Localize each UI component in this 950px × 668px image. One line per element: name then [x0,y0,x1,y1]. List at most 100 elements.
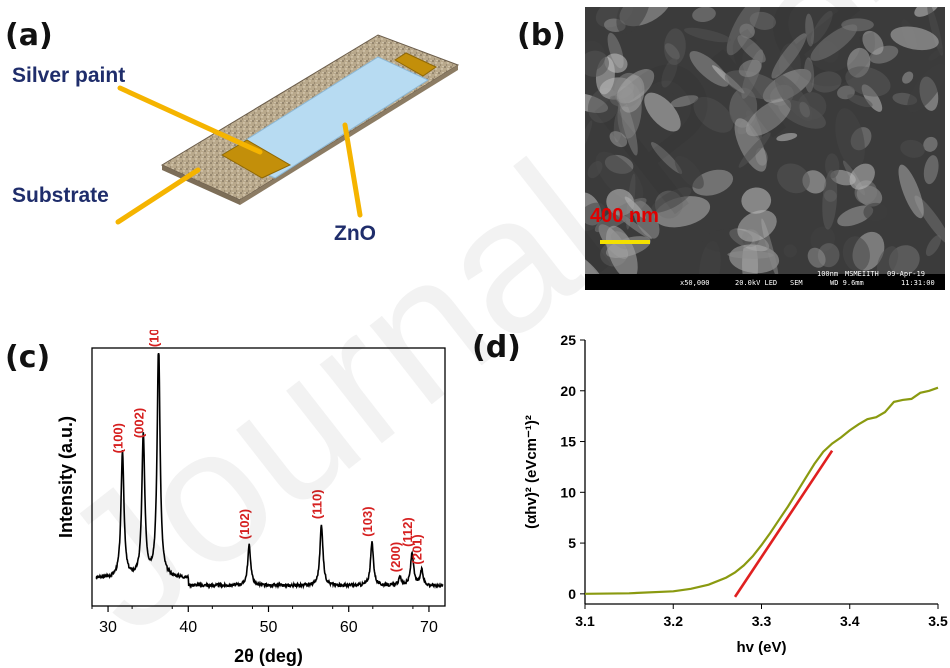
sem-flake [810,10,833,44]
sem-flake [825,153,840,179]
silver-contact-right [394,52,438,77]
sem-flake [692,169,734,196]
sem-flake [923,155,939,185]
sem-flake [776,133,798,142]
tauc-x-axis-label: hv (eV) [736,639,786,656]
tauc-y-tick-label: 10 [560,484,576,500]
xrd-peak-label: (100) [110,423,125,453]
sem-flake [849,163,875,190]
tauc-y-tick-label: 15 [560,434,576,450]
sem-flake [650,142,683,174]
xrd-x-tick-label: 30 [99,619,117,636]
tauc-absorption-curve [584,386,939,595]
device-schematic: Silver paint Substrate ZnO [12,34,460,245]
xrd-peak-label: (102) [237,509,252,539]
xrd-x-tick-label: 40 [179,619,197,636]
sem-flake [914,195,945,245]
xrd-chart: 30 40 50 60 70 (100) (002) (101) (102) (110) (103)… [56,330,446,666]
sem-mode: SEM [790,279,803,287]
label-zno: ZnO [334,222,376,245]
xrd-x-axis-label: 2θ (deg) [234,646,303,666]
sem-flake [727,250,774,259]
xrd-peak-label: (201) [410,534,425,564]
panel-label-b: (b) [517,18,566,53]
xrd-peak-label: (200) [388,542,403,572]
sem-flake [605,225,638,281]
sem-scale-label: 400 nm [590,205,659,227]
sem-flake [670,95,699,108]
xrd-peak-label: (103) [360,506,375,536]
sem-flake [863,202,888,222]
tauc-x-tick-label: 3.3 [752,613,772,629]
sem-flake [726,7,761,56]
sem-flake [689,51,729,87]
sem-flake [587,160,603,179]
sem-flake [684,27,731,43]
sem-flake [616,69,655,104]
silver-contact-left [221,139,292,179]
sem-flake [900,139,925,158]
panel-label-a: (a) [5,18,53,53]
sem-scale-text: 100nm [817,270,839,278]
sem-flake [664,28,686,66]
sem-flake [674,155,704,189]
tauc-y-tick-label: 25 [560,332,576,348]
sem-info-bar: x50,000 20.0kV LED SEM WD 9.6mm 100nm MS… [585,270,945,290]
xrd-peak-label: (110) [309,489,324,519]
sem-flake [609,131,628,148]
sem-flake [923,136,938,152]
sem-operator: MSMEIITH [845,270,879,278]
sem-flake [803,57,815,93]
tauc-y-axis-label: (αhv)² (eVcm⁻¹)² [523,415,540,529]
sem-flake [734,118,767,172]
sem-flake [898,164,924,219]
sem-flake [651,187,692,213]
sem-flake [585,120,593,154]
sem-flake [771,33,807,79]
sem-flake [693,96,734,133]
tauc-y-tick-label: 0 [568,586,576,602]
sem-flake [737,210,777,242]
tauc-chart: 3.1 3.2 3.3 3.4 3.5 0 5 10 15 20 25 hv (eV) (αhv)² (… [523,332,948,656]
tauc-y-tick-label: 5 [568,535,576,551]
arrow-silver [117,85,263,155]
sem-flake [835,108,865,169]
sem-flake [862,30,884,55]
sem-time: 11:31:00 [901,279,935,287]
label-substrate: Substrate [12,184,109,207]
tauc-y-tick-label: 20 [560,383,576,399]
sem-flake [907,63,945,113]
sem-flake [616,7,650,34]
sem-micrograph: 400 nm x50,000 20.0kV LED SEM WD 9.6mm 1… [585,7,945,290]
sem-flake [876,246,899,278]
sem-flake [928,48,944,61]
xrd-y-axis-label: Intensity (a.u.) [56,416,76,538]
sem-flake [902,71,914,84]
arrow-substrate [115,167,201,225]
xrd-peak-label: (101) [147,330,162,347]
sem-flake [595,151,644,203]
sem-flake [925,235,942,257]
sem-flake [890,26,939,51]
sem-flake [777,163,810,194]
xrd-x-tick-label: 70 [420,619,438,636]
sem-flake [847,94,873,108]
arrow-zno [342,122,363,218]
sem-flake [741,187,772,214]
sem-scale-bar [600,240,650,244]
xrd-peak-label: (112) [400,517,415,547]
tauc-x-tick-label: 3.5 [928,613,948,629]
sem-flake [810,24,858,61]
sem-flake [927,7,943,56]
sem-kv: 20.0kV LED [735,279,778,287]
sem-flake [783,244,797,258]
sem-flake [624,196,646,219]
tauc-x-tick-label: 3.2 [664,613,684,629]
xrd-spectrum [95,353,444,590]
panel-label-c: (c) [5,340,51,375]
sem-flake [914,7,940,17]
label-silver-paint: Silver paint [12,64,125,87]
sem-wd: WD 9.6mm [830,279,864,287]
sem-flake [842,236,870,272]
sem-mag: x50,000 [680,279,710,287]
